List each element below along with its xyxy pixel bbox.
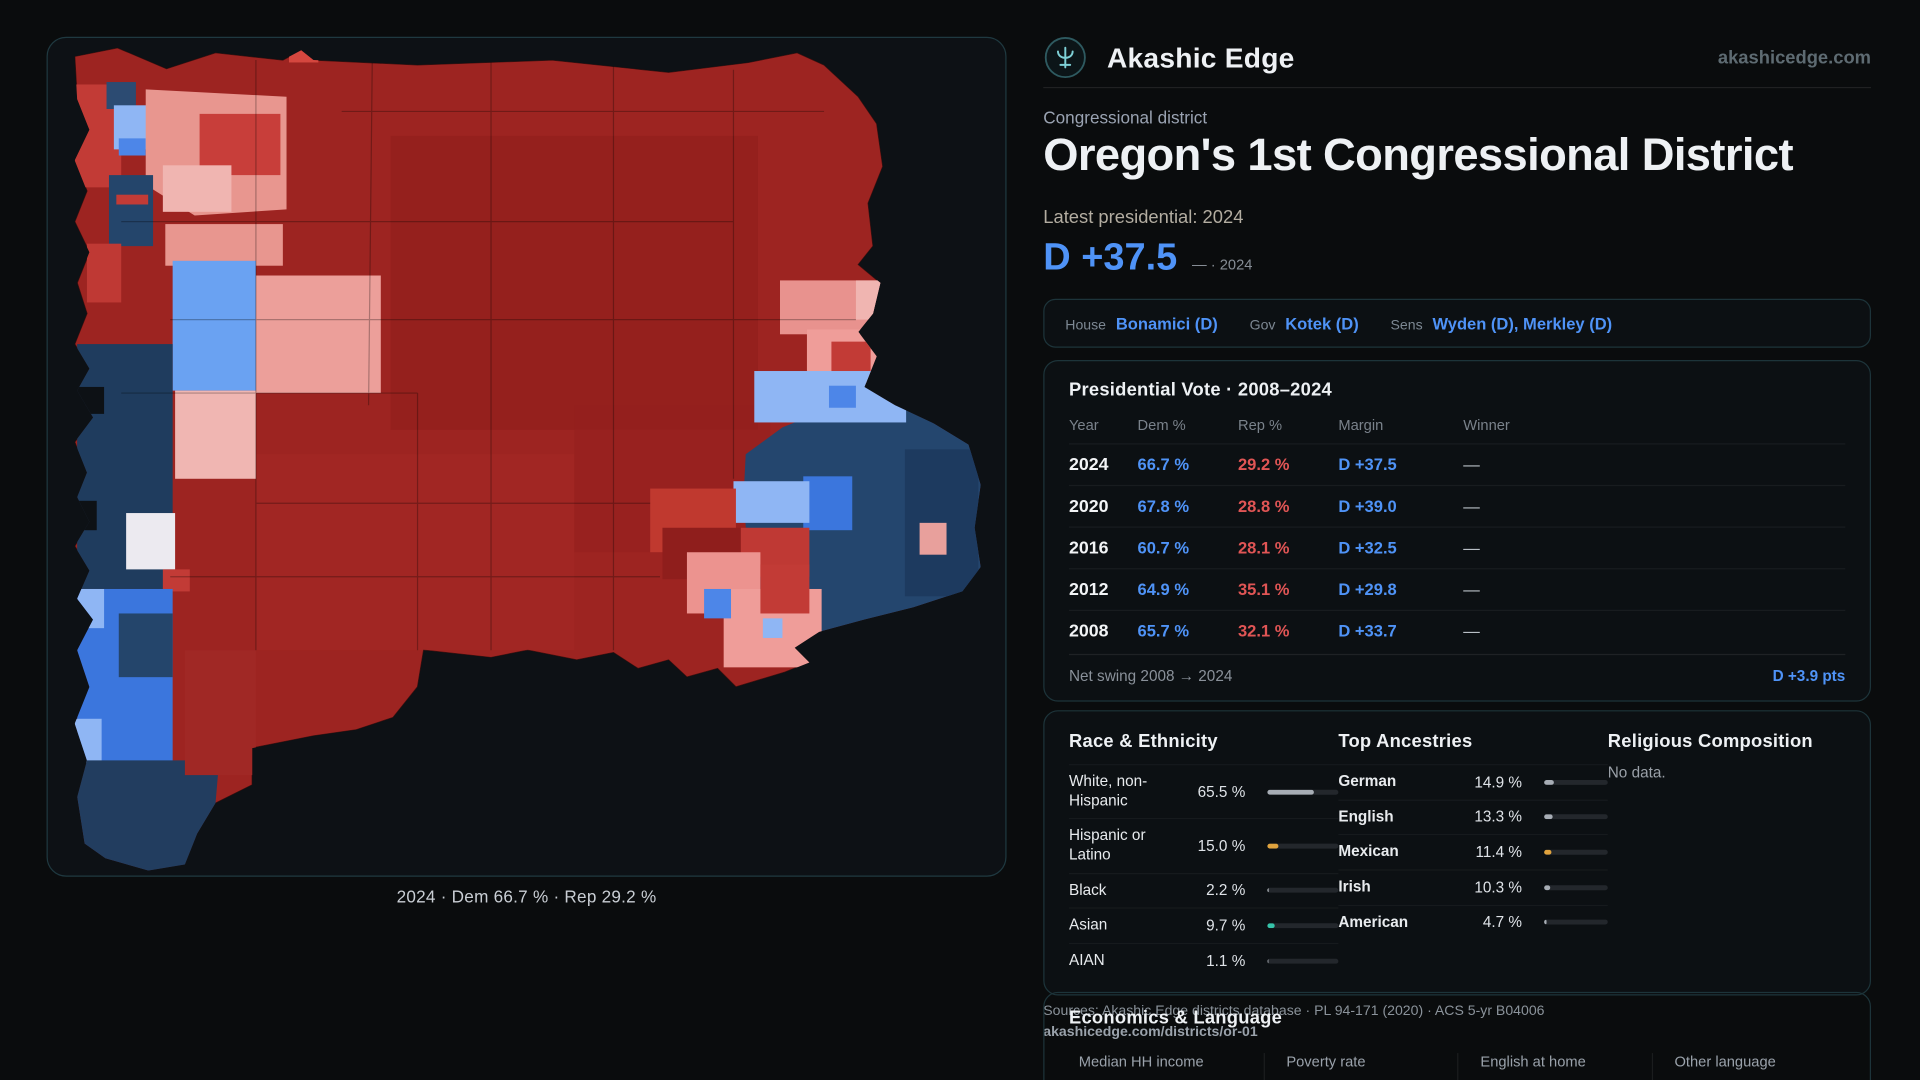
list-item: AIAN 1.1 % [1068, 942, 1339, 978]
official-sens: Sens Wyden (D), Merkley (D) [1391, 314, 1613, 332]
list-item: Black 2.2 % [1068, 872, 1339, 907]
stat-bar [1544, 814, 1608, 820]
vote-table-header: Year Dem % Rep % Margin Winner [1069, 416, 1845, 443]
akashic-edge-logo-icon [1044, 37, 1086, 79]
stat-other-language: Other language 21.4 % [1651, 1053, 1845, 1080]
margin-note: — · 2024 [1191, 255, 1253, 274]
latest-presidential-label: Latest presidential: 2024 [1043, 206, 1244, 228]
list-item: Mexican 11.4 % [1338, 834, 1608, 869]
col-dem: Dem % [1137, 416, 1186, 434]
stat-bar [1267, 888, 1339, 894]
list-item: White, non-Hispanic 65.5 % [1068, 764, 1339, 818]
race-ethnicity-title: Race & Ethnicity [1068, 731, 1218, 752]
net-swing-row: Net swing 2008 → 2024 D +3.9 pts [1068, 653, 1846, 687]
table-row: 2024 66.7 % 29.2 % D +37.5 — [1068, 443, 1846, 485]
list-item: English 13.3 % [1338, 799, 1608, 834]
sens-label: Sens [1390, 317, 1423, 333]
margin-value: D +37.5 [1043, 235, 1178, 278]
sens-value-link[interactable]: Wyden (D), Merkley (D) [1432, 314, 1613, 333]
ancestries-section: Top Ancestries German 14.9 % English 13.… [1338, 731, 1608, 978]
stat-bar [1544, 884, 1608, 890]
house-label: House [1065, 317, 1107, 333]
presidential-vote-title: Presidential Vote · 2008–2024 [1068, 379, 1333, 401]
stat-english-at-home: English at home 78.6 % [1457, 1053, 1651, 1080]
page-title: Oregon's 1st Congressional District [1043, 129, 1793, 180]
house-value-link[interactable]: Bonamici (D) [1115, 314, 1218, 333]
stat-bar [1267, 789, 1339, 795]
religion-title: Religious Composition [1607, 731, 1813, 752]
religion-empty-state: No data. [1607, 764, 1666, 782]
official-house: House Bonamici (D) [1065, 314, 1217, 332]
stat-median-income: Median HH income $92,737 [1078, 1053, 1204, 1080]
col-margin: Margin [1338, 416, 1384, 434]
detail-pane: Akashic Edge akashicedge.com Congression… [1043, 0, 1872, 1080]
net-swing-value: D +3.9 pts [1772, 667, 1846, 685]
stat-bar [1267, 923, 1339, 929]
gov-label: Gov [1249, 317, 1276, 333]
permalink[interactable]: akashicedge.com/districts/or-01 [1043, 1024, 1258, 1040]
economics-panel: Economics & Language Median HH income $9… [1043, 991, 1872, 1080]
col-year: Year [1068, 416, 1099, 434]
margin-headline: D +37.5 — · 2024 [1043, 235, 1252, 279]
stat-bar [1544, 919, 1608, 925]
table-row: 2020 67.8 % 28.8 % D +39.0 — [1068, 484, 1846, 527]
map-caption: 2024 · Dem 66.7 % · Rep 29.2 % [396, 886, 657, 907]
list-item: Hispanic or Latino 15.0 % [1068, 818, 1339, 872]
brand-header: Akashic Edge akashicedge.com [1043, 34, 1871, 81]
official-gov: Gov Kotek (D) [1250, 314, 1359, 332]
list-item: Irish 10.3 % [1338, 869, 1608, 904]
gov-value-link[interactable]: Kotek (D) [1285, 314, 1359, 333]
district-map-panel [46, 36, 1007, 877]
col-winner: Winner [1463, 416, 1510, 434]
col-rep: Rep % [1237, 416, 1283, 434]
district-map [74, 47, 981, 871]
economics-stats: Median HH income $92,737 Poverty rate 9.… [1069, 1053, 1845, 1080]
stat-bar [1544, 849, 1608, 855]
list-item: American 4.7 % [1338, 904, 1608, 939]
net-swing-label: Net swing 2008 → 2024 [1068, 667, 1233, 685]
list-item: German 14.9 % [1338, 764, 1608, 799]
religion-section: Religious Composition No data. [1608, 731, 1846, 978]
header-divider [1043, 86, 1872, 89]
presidential-vote-panel: Presidential Vote · 2008–2024 Year Dem %… [1043, 359, 1872, 702]
officials-bar: House Bonamici (D) Gov Kotek (D) Sens Wy… [1043, 298, 1872, 348]
table-row: 2016 60.7 % 28.1 % D +32.5 — [1068, 526, 1846, 569]
race-ethnicity-section: Race & Ethnicity White, non-Hispanic 65.… [1068, 731, 1339, 978]
table-row: 2008 65.7 % 32.1 % D +33.7 — [1068, 609, 1846, 652]
ancestries-title: Top Ancestries [1338, 731, 1473, 752]
economics-title: Economics & Language [1068, 1007, 1283, 1029]
brand-name: Akashic Edge [1106, 41, 1295, 73]
stat-bar [1267, 958, 1339, 964]
table-row: 2012 64.9 % 35.1 % D +29.8 — [1068, 568, 1846, 610]
sources-line: Sources: Akashic Edge districts database… [1043, 1004, 1545, 1019]
stat-bar [1544, 779, 1608, 785]
list-item: Asian 9.7 % [1068, 907, 1339, 942]
district-kicker: Congressional district [1043, 107, 1208, 128]
stat-bar [1267, 843, 1339, 849]
stat-poverty-rate: Poverty rate 9.6 % [1263, 1053, 1457, 1080]
brand-domain-link[interactable]: akashicedge.com [1717, 47, 1872, 68]
demographics-panel: Race & Ethnicity White, non-Hispanic 65.… [1043, 710, 1872, 996]
